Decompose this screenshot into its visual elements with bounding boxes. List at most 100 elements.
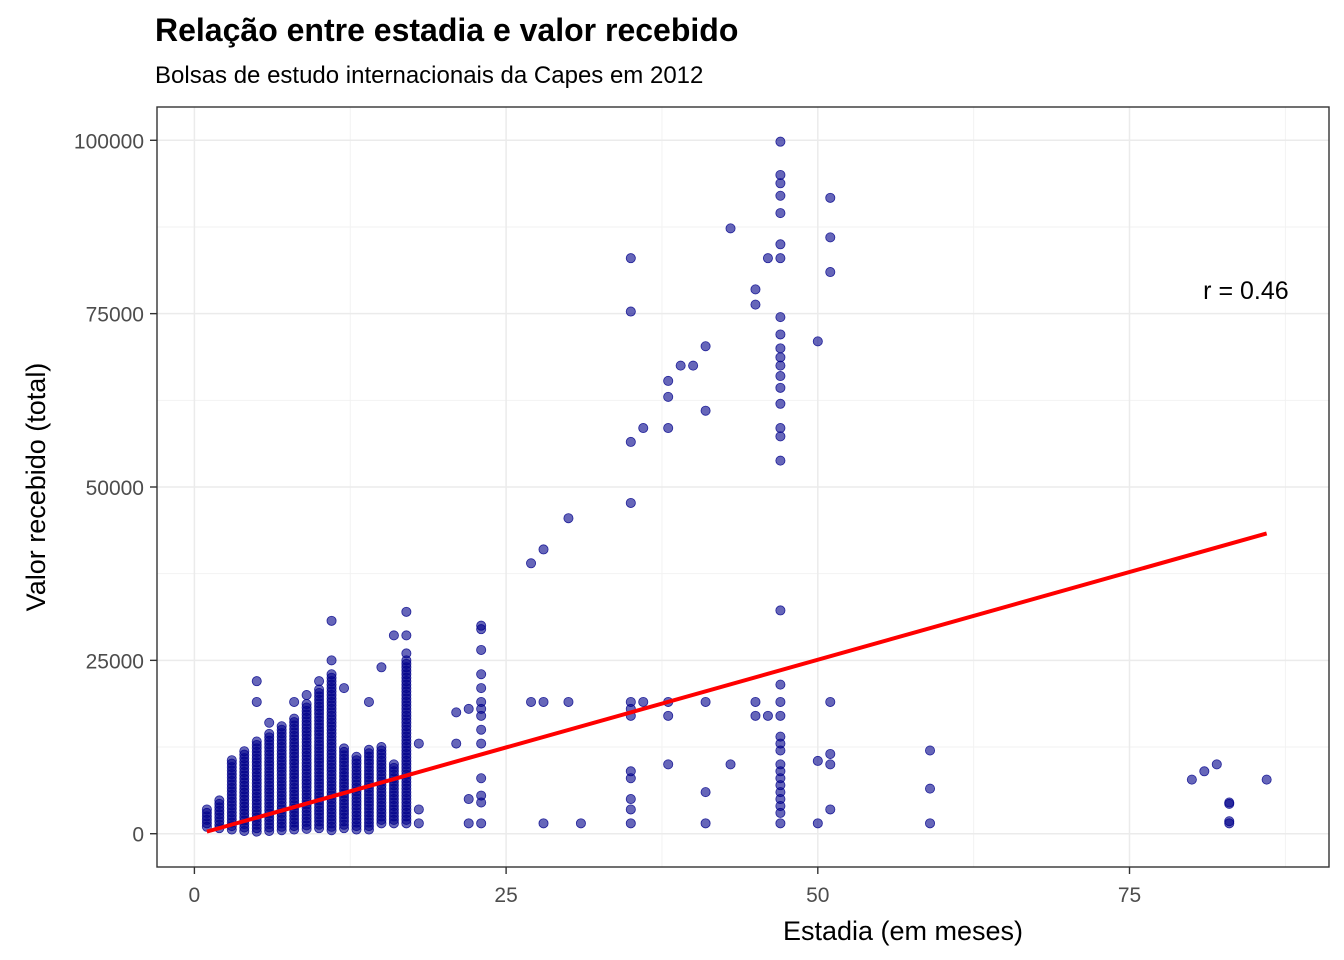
data-point: [301, 690, 312, 701]
data-point: [775, 329, 786, 340]
data-point: [825, 232, 836, 243]
data-point: [1211, 759, 1222, 770]
data-point: [264, 717, 275, 728]
data-point: [214, 795, 225, 806]
data-point: [762, 253, 773, 264]
data-point: [725, 223, 736, 234]
grid-lines: [157, 107, 1329, 867]
data-point: [264, 728, 275, 739]
data-point: [526, 696, 537, 707]
data-point: [388, 759, 399, 770]
data-point: [825, 748, 836, 759]
x-tick-label: 0: [189, 884, 201, 907]
data-point: [775, 343, 786, 354]
data-point: [575, 818, 586, 829]
x-axis-title: Estadia (em meses): [783, 916, 1023, 946]
data-point: [251, 696, 262, 707]
data-point: [463, 703, 474, 714]
data-point: [775, 360, 786, 371]
data-point: [451, 707, 462, 718]
data-point: [775, 423, 786, 434]
data-point: [775, 745, 786, 756]
data-point: [775, 312, 786, 323]
data-point: [1261, 774, 1272, 785]
data-point: [825, 696, 836, 707]
data-point: [201, 804, 212, 815]
y-tick-label: 100000: [74, 130, 144, 153]
chart-subtitle: Bolsas de estudo internacionais da Capes…: [155, 62, 704, 89]
data-point: [663, 391, 674, 402]
data-point: [663, 710, 674, 721]
data-point: [339, 743, 350, 754]
y-tick-label: 25000: [86, 650, 144, 673]
data-point: [663, 423, 674, 434]
data-point: [413, 804, 424, 815]
data-point: [1199, 766, 1210, 777]
data-point: [775, 169, 786, 180]
y-tick-label: 75000: [86, 304, 144, 327]
data-point: [775, 352, 786, 363]
data-point: [700, 818, 711, 829]
chart-title: Relação entre estadia e valor recebido: [155, 12, 739, 48]
data-point: [326, 615, 337, 626]
trend-line: [206, 531, 1268, 834]
data-point: [289, 713, 300, 724]
data-point: [925, 818, 936, 829]
data-point: [538, 544, 549, 555]
data-point: [314, 684, 325, 695]
data-point: [476, 773, 487, 784]
data-point: [526, 558, 537, 569]
data-point: [775, 136, 786, 147]
data-point: [476, 644, 487, 655]
trend-line-group: [206, 531, 1268, 834]
x-tick-label: 75: [1118, 884, 1141, 907]
data-point: [825, 759, 836, 770]
data-point: [476, 683, 487, 694]
data-point: [563, 696, 574, 707]
data-point: [775, 455, 786, 466]
data-point: [762, 710, 773, 721]
data-point: [563, 513, 574, 524]
data-point: [775, 239, 786, 250]
data-point: [625, 794, 636, 805]
data-point: [675, 360, 686, 371]
data-point: [376, 662, 387, 673]
data-point: [725, 759, 736, 770]
data-point: [251, 676, 262, 687]
y-axis-title: Valor recebido (total): [21, 363, 51, 612]
x-tick-label: 50: [806, 884, 829, 907]
data-point: [825, 267, 836, 278]
data-point: [413, 818, 424, 829]
data-point: [326, 669, 337, 680]
data-point: [376, 742, 387, 753]
data-point: [775, 190, 786, 201]
data-point: [700, 787, 711, 798]
data-point: [775, 178, 786, 189]
data-point: [326, 655, 337, 666]
data-point: [825, 804, 836, 815]
data-point: [812, 336, 823, 347]
data-point: [775, 679, 786, 690]
data-point: [750, 710, 761, 721]
data-point: [750, 696, 761, 707]
data-point: [463, 794, 474, 805]
data-point: [700, 405, 711, 416]
data-point: [476, 724, 487, 735]
data-point: [625, 436, 636, 447]
data-point: [476, 710, 487, 721]
data-point: [476, 624, 487, 635]
data-point: [401, 606, 412, 617]
data-point: [825, 192, 836, 203]
data-point: [625, 497, 636, 508]
data-point: [301, 699, 312, 710]
data-point: [775, 818, 786, 829]
data-point: [700, 341, 711, 352]
data-point: [925, 783, 936, 794]
data-point: [226, 755, 237, 766]
data-point: [314, 676, 325, 687]
data-point: [750, 284, 761, 295]
data-point: [775, 382, 786, 393]
data-point: [775, 696, 786, 707]
data-point: [625, 818, 636, 829]
